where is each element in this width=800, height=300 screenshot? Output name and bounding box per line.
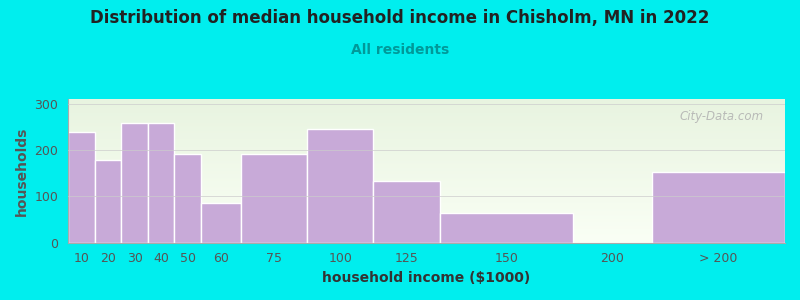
Bar [174, 154, 201, 243]
Text: City-Data.com: City-Data.com [679, 110, 763, 124]
Bar [201, 203, 241, 243]
Bar [307, 129, 374, 243]
Bar [440, 213, 573, 243]
X-axis label: household income ($1000): household income ($1000) [322, 271, 530, 285]
Bar [68, 132, 94, 243]
Text: All residents: All residents [351, 44, 449, 58]
Text: Distribution of median household income in Chisholm, MN in 2022: Distribution of median household income … [90, 9, 710, 27]
Bar [148, 123, 174, 243]
Bar [94, 160, 122, 243]
Bar [652, 172, 785, 243]
Bar [374, 181, 440, 243]
Bar [122, 123, 148, 243]
Bar [241, 154, 307, 243]
Y-axis label: households: households [15, 126, 29, 215]
